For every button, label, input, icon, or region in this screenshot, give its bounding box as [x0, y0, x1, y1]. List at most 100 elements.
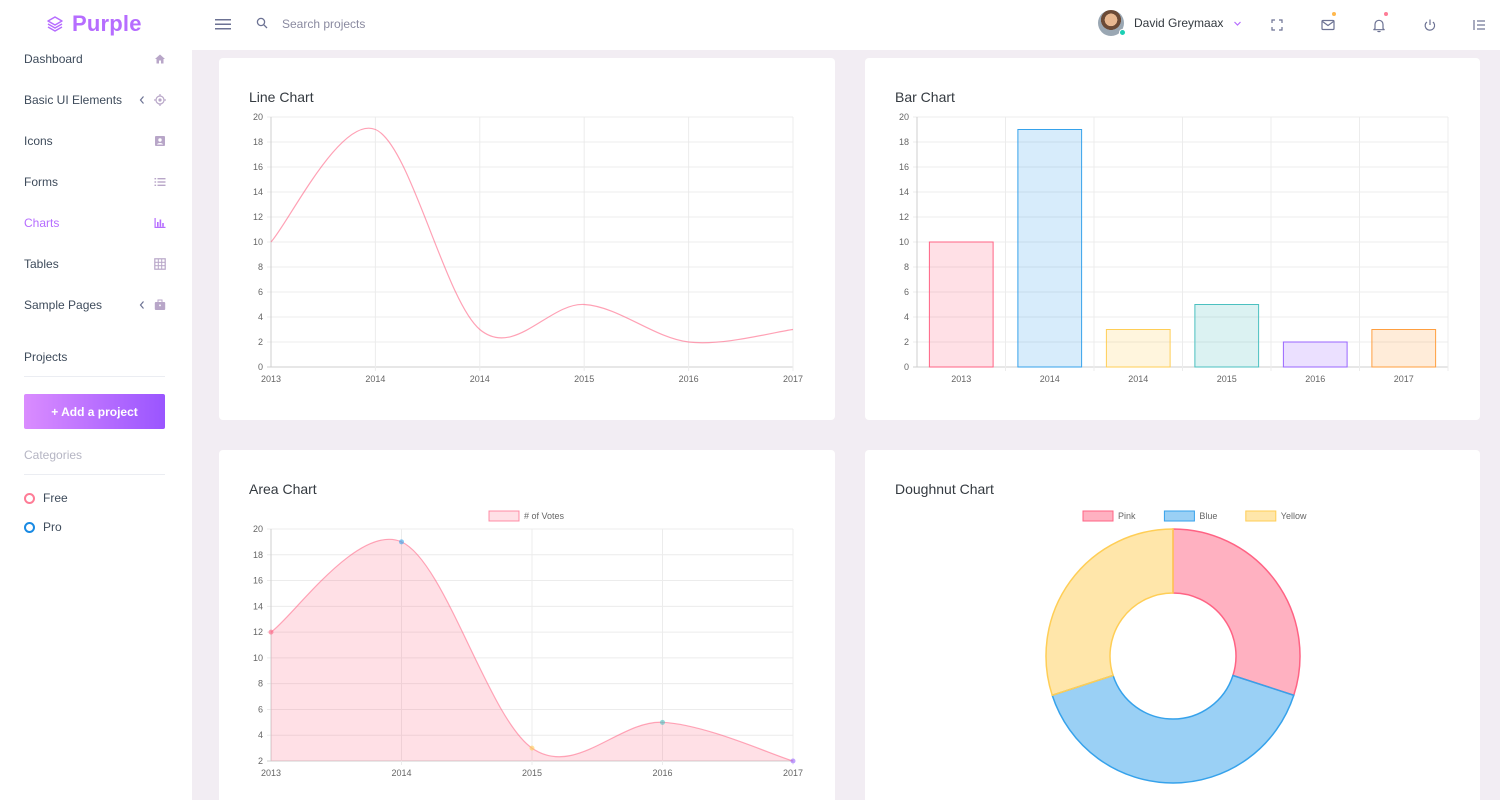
sidebar-item-label: Dashboard — [24, 52, 83, 66]
brand-name: Purple — [72, 11, 142, 36]
y-tick-label: 0 — [904, 362, 909, 372]
top-navbar: Purple David Greymaax — [0, 0, 1500, 50]
line-chart: 0 2 4 6 8 10 12 14 16 18 20 2013 2014 2014 2015 2016 201… — [253, 112, 803, 384]
list-icon — [154, 178, 166, 186]
sidebar-item-dashboard[interactable]: Dashboard — [24, 49, 166, 69]
legend-swatch — [1163, 510, 1195, 522]
category-label: Pro — [43, 520, 62, 534]
menu-toggle-icon[interactable] — [214, 16, 232, 32]
mail-icon[interactable] — [1319, 16, 1337, 34]
area-chart-title: Area Chart — [249, 481, 317, 497]
search-input[interactable] — [282, 14, 542, 34]
y-tick-label: 4 — [904, 312, 909, 322]
sidebar-item-tables[interactable]: Tables — [24, 254, 166, 274]
y-tick-label: 16 — [899, 162, 909, 172]
y-tick-label: 14 — [899, 187, 909, 197]
home-icon — [155, 54, 165, 64]
profile-dropdown[interactable]: David Greymaax — [1098, 10, 1242, 36]
sidebar-item-icons[interactable]: Icons — [24, 131, 166, 151]
x-tick-label: 2014 — [1128, 374, 1148, 384]
legend-swatch — [1245, 510, 1277, 522]
projects-divider — [24, 376, 165, 377]
sidebar-item-label: Basic UI Elements — [24, 93, 123, 107]
doughnut-slice — [1172, 528, 1301, 697]
power-icon[interactable] — [1421, 16, 1439, 34]
projects-heading: Projects — [24, 350, 68, 364]
legend-label: # of Votes — [524, 511, 565, 521]
bell-icon[interactable] — [1370, 16, 1388, 34]
format-list-icon[interactable] — [1470, 16, 1488, 34]
notification-badge — [1384, 12, 1388, 16]
doughnut-chart: Pink Blue Yellow — [1045, 510, 1307, 784]
y-tick-label: 10 — [253, 237, 263, 247]
y-tick-label: 4 — [258, 312, 263, 322]
categories-heading: Categories — [24, 448, 83, 462]
online-status-dot — [1119, 29, 1126, 36]
brand-logo[interactable]: Purple — [46, 11, 142, 37]
x-tick-label: 2013 — [951, 374, 971, 384]
sidebar-item-label: Sample Pages — [24, 298, 103, 312]
x-tick-label: 2014 — [470, 374, 490, 384]
mail-badge — [1332, 12, 1336, 16]
y-tick-label: 8 — [904, 262, 909, 272]
sidebar-item-sample-pages[interactable]: Sample Pages — [24, 295, 166, 315]
y-tick-label: 2 — [258, 756, 263, 766]
y-tick-label: 20 — [253, 524, 263, 534]
pro-ring-icon — [24, 521, 35, 533]
x-tick-label: 2014 — [391, 768, 411, 778]
doughnut-chart-title: Doughnut Chart — [895, 481, 994, 497]
y-tick-label: 8 — [258, 679, 263, 689]
search-icon — [256, 17, 268, 29]
x-tick-label: 2016 — [1305, 374, 1325, 384]
legend-swatch — [1082, 510, 1114, 522]
y-tick-label: 6 — [258, 704, 263, 714]
x-tick-label: 2014 — [365, 374, 385, 384]
y-tick-label: 20 — [253, 112, 263, 122]
x-tick-label: 2017 — [1394, 374, 1414, 384]
legend-label: Yellow — [1281, 511, 1307, 521]
category-label: Free — [43, 491, 68, 505]
x-tick-label: 2013 — [261, 374, 281, 384]
legend-label: Blue — [1199, 511, 1217, 521]
area-series-line — [270, 538, 794, 762]
data-point — [660, 719, 665, 725]
bar-chart-card: Bar Chart 0 2 4 6 8 10 12 14 16 18 20 2013 2014 2014 2… — [865, 58, 1480, 420]
bar-chart-title: Bar Chart — [895, 89, 955, 105]
y-tick-label: 18 — [253, 137, 263, 147]
bar-chart: 0 2 4 6 8 10 12 14 16 18 20 2013 2014 2014 2015 2016 201… — [899, 112, 1449, 384]
category-free[interactable]: Free — [24, 491, 68, 505]
y-tick-label: 10 — [253, 653, 263, 663]
doughnut-chart-card: Doughnut Chart Pink Blue Yellow — [865, 450, 1480, 800]
bar — [928, 241, 994, 368]
line-series — [270, 127, 794, 344]
sidebar-item-label: Icons — [24, 134, 53, 148]
layers-icon — [47, 16, 63, 32]
line-chart-title: Line Chart — [249, 89, 314, 105]
sidebar-item-label: Tables — [24, 257, 59, 271]
categories-divider — [24, 474, 165, 475]
fullscreen-icon[interactable] — [1268, 16, 1286, 34]
y-tick-label: 14 — [253, 187, 263, 197]
doughnut-slice — [1051, 674, 1295, 784]
x-tick-label: 2017 — [783, 768, 803, 778]
bar — [1194, 304, 1260, 368]
doughnut-slice — [1045, 528, 1174, 697]
sidebar-item-forms[interactable]: Forms — [24, 172, 166, 192]
y-tick-label: 2 — [904, 337, 909, 347]
y-tick-label: 14 — [253, 601, 263, 611]
y-tick-label: 18 — [253, 550, 263, 560]
legend-swatch — [488, 510, 520, 522]
sidebar-item-label: Charts — [24, 216, 60, 230]
data-point — [268, 629, 274, 635]
sidebar-item-basic-ui-elements[interactable]: Basic UI Elements — [24, 90, 166, 110]
bar — [1371, 329, 1437, 368]
x-tick-label: 2016 — [652, 768, 672, 778]
y-tick-label: 18 — [899, 137, 909, 147]
sidebar-item-charts[interactable]: Charts — [24, 213, 166, 233]
add-project-button[interactable]: + Add a project — [24, 394, 165, 429]
category-pro[interactable]: Pro — [24, 520, 62, 534]
y-tick-label: 6 — [904, 287, 909, 297]
y-tick-label: 8 — [258, 262, 263, 272]
area-fill — [271, 539, 793, 761]
y-tick-label: 4 — [258, 730, 263, 740]
